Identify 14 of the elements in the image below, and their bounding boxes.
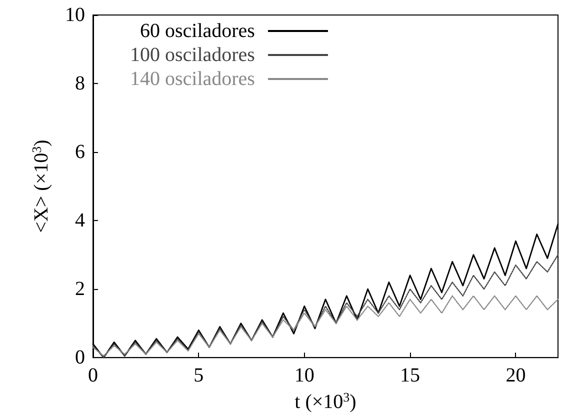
y-tick-label: 8: [75, 72, 85, 95]
x-tick-label: 5: [194, 364, 204, 387]
legend-label: 140 osciladores: [130, 68, 256, 90]
y-tick-label: 0: [75, 346, 85, 369]
legend-label: 60 osciladores: [140, 20, 256, 42]
y-tick-label: 6: [75, 141, 85, 164]
y-tick-label: 10: [65, 4, 85, 26]
y-axis-title: <X> (×103): [29, 140, 52, 233]
legend-label: 100 osciladores: [130, 44, 256, 66]
y-tick-label: 2: [75, 278, 85, 300]
x-tick-label: 20: [506, 364, 526, 387]
y-tick-label: 4: [75, 210, 85, 232]
x-tick-label: 15: [400, 364, 420, 387]
x-tick-label: 10: [294, 364, 314, 387]
